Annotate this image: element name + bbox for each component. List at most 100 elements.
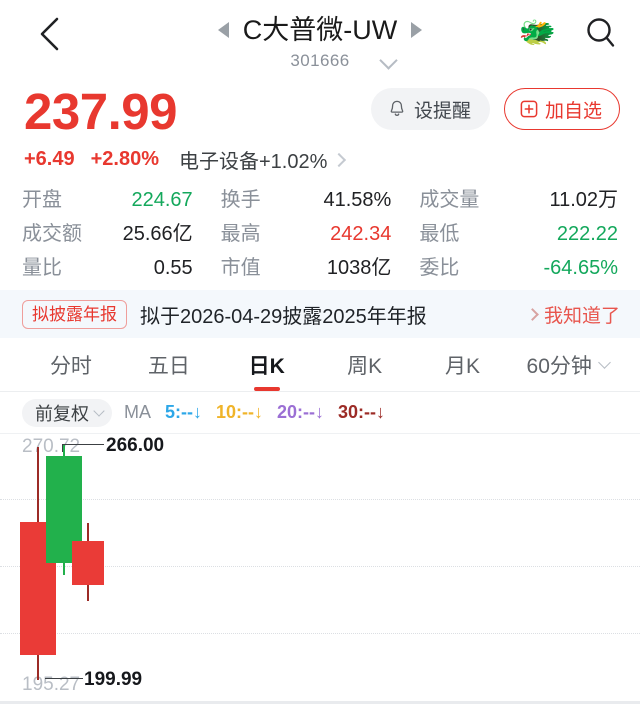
stat-low: 最低 222.22 — [419, 217, 618, 246]
stat-key: 委比 — [419, 256, 460, 279]
stat-key: 换手 — [220, 188, 261, 211]
axis-high-label: 270.72 — [22, 436, 81, 457]
stat-open: 开盘 224.67 — [22, 183, 221, 212]
stat-key: 成交量 — [419, 188, 480, 211]
chevron-right-icon — [332, 152, 347, 167]
chevron-right-icon — [526, 307, 539, 321]
change-percent: +2.80% — [90, 148, 159, 170]
stock-code-row: 301666 — [0, 50, 640, 72]
add-watchlist-label: 加自选 — [544, 100, 602, 122]
sector-link[interactable]: 电子设备+1.02% — [179, 145, 347, 174]
mascot-icon[interactable]: 🐲 — [518, 16, 556, 49]
candle-down — [72, 523, 104, 601]
stat-key: 开盘 — [22, 188, 62, 211]
announcement-badge: 拟披露年报 — [22, 299, 127, 329]
indicator-bar: 前复权 MA 5:--↓ 10:--↓ 20:--↓ 30:--↓ — [0, 392, 640, 434]
ma-title: MA — [124, 402, 151, 422]
stat-value: -64.65% — [543, 256, 619, 279]
stat-value: 0.55 — [153, 256, 193, 279]
announcement-dismiss-button[interactable]: 我知道了 — [526, 301, 620, 328]
callout-line-high — [62, 444, 104, 445]
ma-20-value: 20:--↓ — [277, 402, 325, 422]
chevron-down-icon — [598, 356, 611, 369]
stat-value: 1038亿 — [326, 256, 392, 279]
chart-gridline — [0, 633, 640, 634]
sector-label: 电子设备+1.02% — [179, 151, 328, 173]
stat-value: 41.58% — [323, 188, 392, 211]
header-actions: 🐲 — [519, 14, 620, 52]
search-glyph — [587, 18, 615, 47]
tab-label: 60分钟 — [526, 354, 592, 378]
bell-icon — [390, 100, 404, 116]
chevron-left-icon — [40, 17, 59, 51]
announcement-banner[interactable]: 拟披露年报 拟于2026-04-29披露2025年年报 我知道了 — [0, 290, 640, 338]
stat-key: 量比 — [22, 256, 62, 279]
stat-high: 最高 242.34 — [221, 217, 420, 246]
stat-value: 11.02万 — [549, 188, 619, 211]
stat-key: 成交额 — [22, 222, 82, 245]
tab-weekly-k[interactable]: 周K — [316, 338, 414, 392]
stat-turnover-rate: 换手 41.58% — [221, 183, 420, 212]
quote-section: 237.99 +6.49 +2.80% 电子设备+1.02% 设提醒 加自选 — [0, 80, 640, 178]
tab-label: 五日 — [147, 354, 190, 378]
set-alert-button[interactable]: 设提醒 — [370, 88, 490, 130]
plus-square-icon — [520, 100, 538, 118]
announcement-text: 拟于2026-04-29披露2025年年报 — [140, 305, 427, 328]
callout-tick-high — [62, 444, 63, 452]
announcement-dismiss-label: 我知道了 — [543, 305, 620, 327]
chart-period-tabs: 分时 五日 日K 周K 月K 60分钟 — [0, 338, 640, 392]
stats-row: 成交额 25.66亿 最高 242.34 最低 222.22 — [22, 214, 618, 248]
app-header: C大普微-UW 301666 🐲 — [0, 0, 640, 80]
stat-volume-ratio: 量比 0.55 — [22, 251, 221, 280]
chart-axis-bottom — [0, 701, 640, 704]
tab-daily-k[interactable]: 日K — [218, 338, 316, 392]
candlestick-chart[interactable]: 270.72 232.99 195.27 266.00 199.99 — [0, 434, 640, 704]
current-price: 237.99 — [24, 83, 178, 140]
stat-volume: 成交量 11.02万 — [419, 183, 618, 212]
adjust-type-label: 前复权 — [35, 403, 89, 424]
tab-label: 分时 — [49, 354, 92, 378]
stat-market-cap: 市值 1038亿 — [221, 251, 420, 280]
chart-gridline — [0, 566, 640, 567]
ma-30-value: 30:--↓ — [338, 402, 386, 422]
stat-value: 222.22 — [556, 222, 619, 245]
tab-five-day[interactable]: 五日 — [120, 338, 218, 392]
chevron-down-icon[interactable] — [379, 51, 398, 70]
chevron-down-icon — [93, 405, 105, 417]
tab-monthly-k[interactable]: 月K — [414, 338, 512, 392]
ma-5-value: 5:--↓ — [165, 402, 202, 422]
callout-line-low — [45, 678, 83, 679]
stat-key: 最高 — [220, 222, 261, 245]
tab-fenshi[interactable]: 分时 — [22, 338, 120, 392]
set-alert-label: 设提醒 — [413, 100, 471, 122]
candle-body — [72, 541, 104, 585]
callout-low-label: 199.99 — [84, 669, 143, 690]
page-title: C大普微-UW — [242, 15, 398, 45]
triangle-left-icon[interactable] — [217, 22, 229, 38]
stats-row: 开盘 224.67 换手 41.58% 成交量 11.02万 — [22, 180, 618, 214]
search-icon[interactable] — [582, 14, 620, 52]
stat-key: 最低 — [419, 222, 460, 245]
price-change-row: +6.49 +2.80% 电子设备+1.02% — [24, 145, 616, 174]
back-button[interactable] — [30, 14, 70, 54]
stats-grid: 开盘 224.67 换手 41.58% 成交量 11.02万 成交额 25.66… — [0, 178, 640, 282]
stat-value: 242.34 — [330, 222, 392, 245]
tab-60-minute[interactable]: 60分钟 — [511, 338, 624, 392]
axis-low-label: 195.27 — [22, 674, 81, 695]
stats-row: 量比 0.55 市值 1038亿 委比 -64.65% — [22, 248, 618, 282]
tab-label: 周K — [347, 354, 383, 378]
change-absolute: +6.49 — [24, 148, 75, 170]
adjust-type-selector[interactable]: 前复权 — [22, 398, 112, 427]
tab-label: 月K — [445, 354, 481, 378]
callout-high-label: 266.00 — [106, 435, 165, 456]
stat-value: 224.67 — [131, 188, 193, 211]
triangle-right-icon[interactable] — [411, 22, 423, 38]
stat-key: 市值 — [220, 256, 261, 279]
stat-order-ratio: 委比 -64.65% — [419, 251, 618, 280]
quote-action-buttons: 设提醒 加自选 — [370, 88, 620, 130]
stat-value: 25.66亿 — [122, 222, 193, 245]
chart-gridline — [0, 499, 640, 500]
stock-code: 301666 — [290, 51, 350, 70]
add-watchlist-button[interactable]: 加自选 — [503, 88, 620, 130]
stat-amount: 成交额 25.66亿 — [22, 217, 221, 246]
